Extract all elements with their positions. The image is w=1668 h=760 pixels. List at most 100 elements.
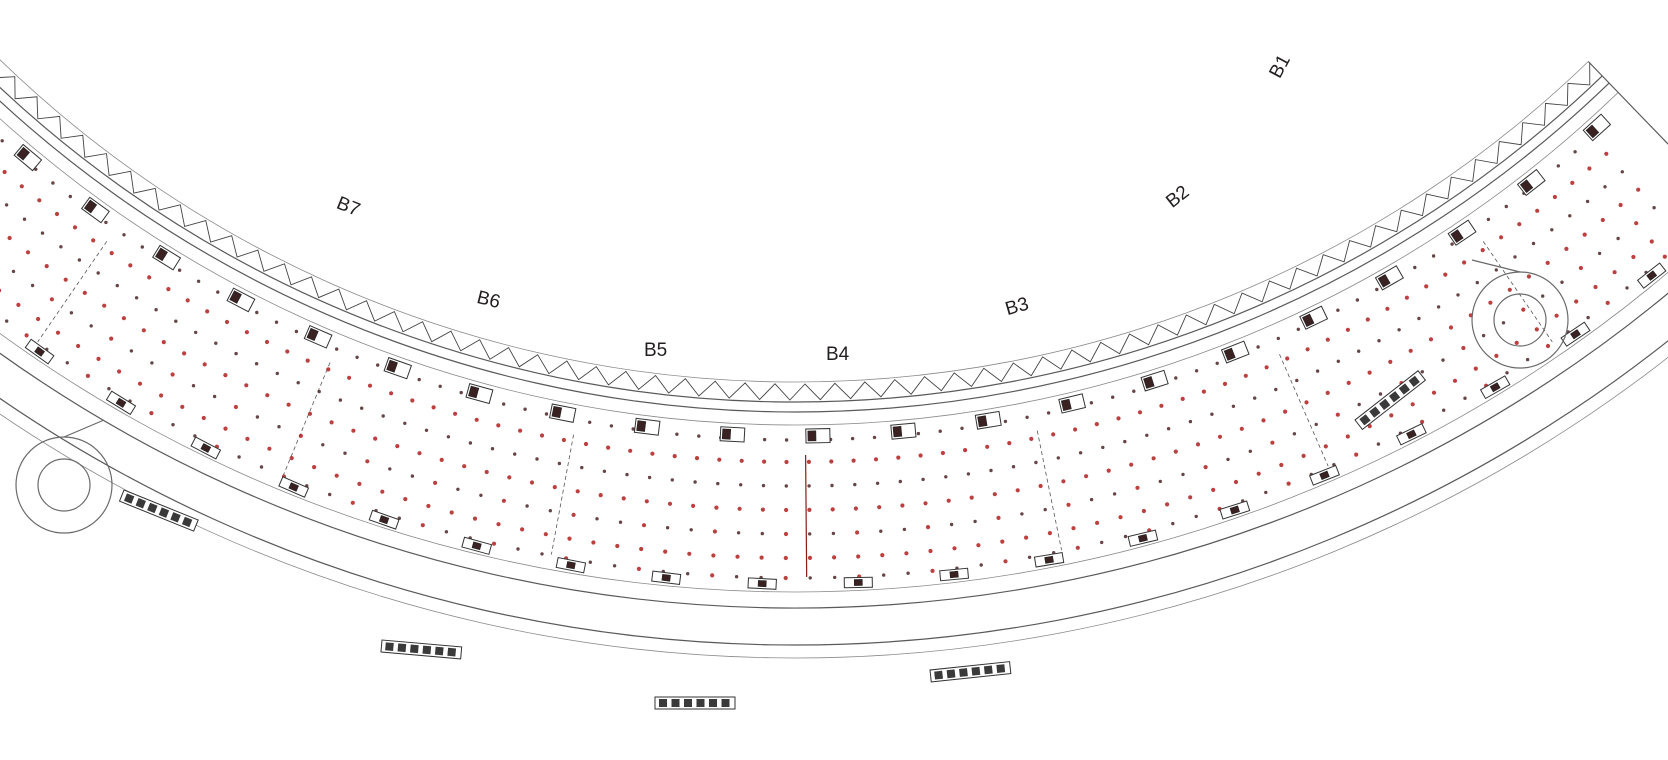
label-b2: B2: [1162, 182, 1193, 213]
column: [1568, 214, 1572, 218]
column: [424, 428, 429, 432]
core-box: [1447, 219, 1477, 246]
stair-tread: [1408, 375, 1420, 387]
column: [91, 238, 96, 243]
column: [159, 393, 164, 398]
column: [1625, 286, 1629, 290]
column: [128, 263, 133, 268]
column: [1525, 357, 1530, 362]
column: [0, 288, 2, 293]
column: [1354, 452, 1359, 457]
service-cores: [13, 113, 1667, 590]
column: [1336, 359, 1341, 363]
column: [760, 507, 766, 512]
column: [612, 564, 617, 568]
core-box: [1516, 168, 1546, 197]
column: [1315, 369, 1320, 373]
stair-tread: [1388, 391, 1401, 403]
column: [1027, 555, 1032, 559]
column: [687, 551, 692, 556]
ramps-and-stairs: [15, 259, 1569, 710]
core-shaft: [378, 515, 390, 525]
core-shaft: [1489, 382, 1501, 393]
column: [1056, 456, 1061, 460]
column: [1473, 366, 1478, 371]
column: [1424, 284, 1429, 289]
label-b5: B5: [644, 340, 667, 361]
stair-tread: [971, 666, 981, 676]
column: [459, 390, 463, 395]
column: [1194, 514, 1198, 519]
core-shaft: [468, 385, 480, 399]
core-shaft: [83, 199, 98, 214]
helical-ramp-core: [37, 458, 91, 512]
column: [1222, 381, 1228, 386]
column: [24, 333, 29, 338]
column: [30, 283, 35, 288]
column: [1365, 317, 1370, 322]
column: [853, 506, 859, 511]
column: [639, 546, 644, 552]
column: [855, 530, 860, 535]
column: [523, 407, 527, 411]
column: [25, 250, 31, 255]
column: [1075, 545, 1080, 550]
column: [1501, 321, 1506, 325]
end-wall: [1587, 61, 1668, 145]
column: [1335, 412, 1340, 417]
column: [1283, 409, 1288, 414]
column: [224, 319, 230, 325]
column: [420, 523, 425, 528]
column: [245, 436, 250, 441]
column: [1461, 345, 1466, 351]
column: [588, 560, 592, 564]
column: [129, 349, 134, 353]
column: [711, 553, 716, 558]
section-dividers: [37, 241, 1553, 577]
column: [431, 405, 436, 410]
column: [1003, 559, 1008, 564]
column: [286, 402, 291, 407]
section-divider: [1279, 354, 1329, 467]
core-shaft: [661, 573, 671, 582]
column: [1431, 254, 1436, 258]
outer-core: [1479, 375, 1511, 400]
column: [535, 457, 539, 461]
column: [1517, 222, 1522, 227]
column: [1620, 170, 1625, 174]
column: [513, 452, 517, 456]
column: [180, 404, 185, 409]
column: [161, 340, 166, 345]
column: [636, 566, 642, 572]
helical-ramp: [1471, 271, 1569, 369]
column: [479, 493, 483, 497]
column: [1256, 471, 1261, 476]
column: [5, 319, 9, 323]
column: [72, 225, 78, 230]
column: [96, 356, 101, 361]
service-core: [383, 356, 413, 380]
column: [548, 509, 552, 513]
column: [760, 531, 764, 536]
stair-tread: [709, 699, 717, 707]
core-shaft: [892, 425, 903, 438]
service-core: [548, 403, 577, 423]
service-core: [1220, 340, 1250, 364]
core-shaft: [1223, 347, 1236, 361]
core-shaft: [1406, 429, 1417, 440]
column: [644, 499, 649, 504]
column: [141, 328, 146, 333]
core-shaft: [757, 580, 767, 588]
column: [516, 547, 520, 551]
column: [1552, 194, 1557, 200]
column: [484, 469, 489, 475]
column: [1377, 339, 1381, 343]
column: [69, 311, 74, 315]
column: [1357, 402, 1361, 407]
column: [117, 369, 122, 374]
column: [588, 420, 592, 424]
column: [1346, 380, 1351, 385]
column: [417, 451, 422, 456]
column: [1038, 483, 1043, 489]
column: [1410, 402, 1415, 407]
